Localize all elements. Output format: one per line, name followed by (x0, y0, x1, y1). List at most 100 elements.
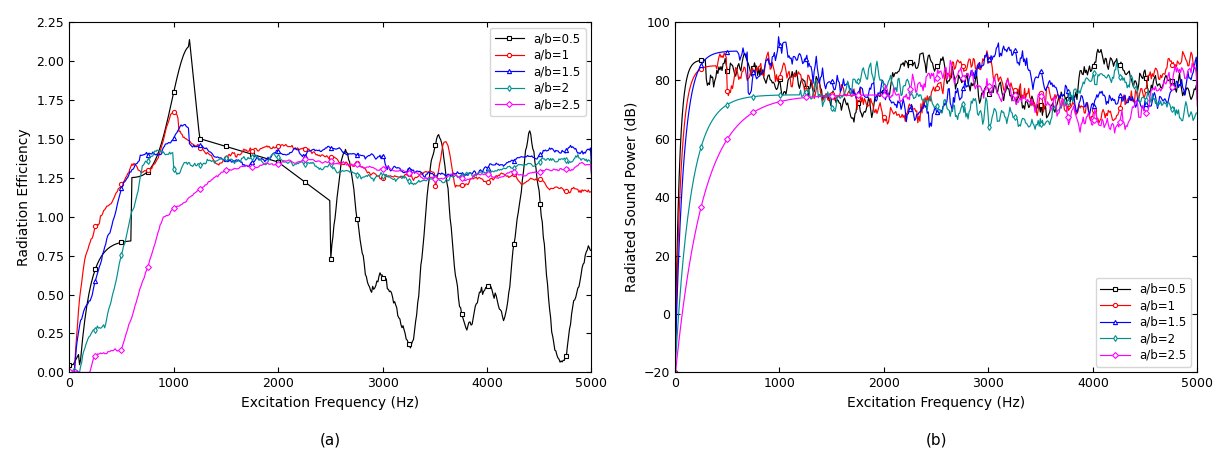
Line: a/b=1.5: a/b=1.5 (673, 34, 1199, 374)
a/b=1.5 (771, 34, 786, 40)
X-axis label: Excitation Frequency (Hz): Excitation Frequency (Hz) (847, 396, 1025, 410)
a/b=2 (62, 370, 76, 375)
a/b=0.5 (62, 362, 76, 367)
a/b=2.5 (73, 370, 87, 375)
a/b=1.5 (920, 110, 935, 116)
a/b=0.5 (979, 84, 994, 89)
a/b=1.5 (314, 149, 328, 154)
a/b=1.5 (573, 151, 588, 156)
a/b=1 (584, 189, 599, 195)
a/b=1.5 (1189, 82, 1204, 87)
a/b=2 (979, 95, 994, 100)
a/b=1 (979, 48, 994, 53)
a/b=2 (374, 170, 389, 175)
a/b=2 (915, 97, 930, 103)
a/b=1 (919, 100, 934, 106)
a/b=1 (668, 370, 683, 375)
a/b=0.5 (182, 37, 197, 42)
a/b=0.5 (346, 179, 360, 185)
Y-axis label: Radiation Efficiency: Radiation Efficiency (17, 128, 31, 266)
a/b=1.5 (346, 151, 360, 156)
a/b=1 (491, 173, 506, 178)
a/b=0.5 (1097, 61, 1112, 67)
a/b=2 (491, 166, 506, 172)
a/b=0.5 (314, 192, 328, 197)
a/b=2.5 (312, 158, 327, 164)
a/b=1.5 (979, 50, 994, 56)
a/b=2 (150, 147, 165, 153)
Text: (a): (a) (320, 432, 341, 447)
a/b=2.5 (1189, 103, 1204, 109)
Legend: a/b=0.5, a/b=1, a/b=1.5, a/b=2, a/b=2.5: a/b=0.5, a/b=1, a/b=1.5, a/b=2, a/b=2.5 (490, 27, 585, 116)
a/b=0.5 (1178, 87, 1193, 93)
Line: a/b=1.5: a/b=1.5 (66, 122, 594, 374)
a/b=2 (1109, 59, 1124, 64)
a/b=2.5 (299, 156, 314, 161)
a/b=2.5 (492, 174, 507, 180)
a/b=1.5 (1178, 84, 1193, 89)
a/b=2.5 (1178, 75, 1193, 81)
a/b=1.5 (374, 156, 389, 161)
a/b=1 (573, 188, 588, 193)
a/b=2.5 (315, 160, 330, 166)
a/b=2.5 (62, 368, 76, 374)
a/b=1 (1178, 57, 1193, 62)
Line: a/b=2.5: a/b=2.5 (66, 156, 594, 374)
a/b=0.5 (1189, 80, 1204, 85)
a/b=0.5 (573, 279, 588, 284)
Line: a/b=2: a/b=2 (66, 148, 594, 374)
a/b=2 (919, 98, 934, 103)
a/b=2 (346, 170, 360, 176)
a/b=1 (951, 57, 966, 63)
a/b=1 (166, 109, 181, 115)
a/b=2.5 (584, 171, 599, 177)
a/b=2.5 (943, 58, 958, 63)
a/b=1 (979, 54, 994, 60)
a/b=2.5 (1097, 125, 1112, 130)
a/b=0.5 (951, 80, 966, 86)
a/b=1 (374, 176, 389, 182)
Legend: a/b=0.5, a/b=1, a/b=1.5, a/b=2, a/b=2.5: a/b=0.5, a/b=1, a/b=1.5, a/b=2, a/b=2.5 (1096, 278, 1192, 366)
a/b=2.5 (347, 162, 362, 167)
a/b=1.5 (491, 161, 506, 167)
a/b=2 (584, 172, 599, 177)
a/b=0.5 (584, 248, 599, 253)
a/b=1.5 (916, 101, 931, 106)
a/b=2.5 (375, 166, 390, 171)
a/b=2.5 (573, 160, 588, 166)
a/b=2 (311, 165, 326, 171)
a/b=1.5 (178, 122, 193, 127)
a/b=1.5 (668, 370, 683, 375)
a/b=0.5 (1091, 46, 1106, 52)
Line: a/b=2: a/b=2 (673, 59, 1199, 374)
a/b=1 (915, 98, 930, 103)
Line: a/b=0.5: a/b=0.5 (673, 47, 1199, 383)
a/b=2 (668, 370, 683, 375)
Line: a/b=2.5: a/b=2.5 (673, 58, 1199, 380)
Line: a/b=0.5: a/b=0.5 (66, 38, 594, 367)
a/b=1 (346, 163, 360, 169)
a/b=2 (1096, 73, 1111, 78)
a/b=2 (951, 117, 966, 122)
Y-axis label: Radiated Sound Power (dB): Radiated Sound Power (dB) (624, 102, 638, 292)
a/b=2.5 (951, 68, 966, 73)
a/b=1.5 (311, 148, 326, 153)
a/b=0.5 (915, 50, 930, 56)
X-axis label: Excitation Frequency (Hz): Excitation Frequency (Hz) (241, 396, 419, 410)
a/b=2.5 (979, 76, 994, 81)
a/b=2 (1178, 99, 1193, 105)
a/b=1 (1097, 110, 1112, 115)
a/b=1.5 (1097, 92, 1112, 98)
a/b=1 (1189, 97, 1204, 103)
Line: a/b=1: a/b=1 (673, 49, 1199, 374)
a/b=1 (62, 370, 76, 375)
a/b=2.5 (668, 376, 683, 381)
a/b=0.5 (374, 272, 389, 278)
a/b=1.5 (584, 165, 599, 171)
a/b=2.5 (915, 88, 930, 93)
a/b=0.5 (919, 70, 934, 75)
a/b=1 (314, 153, 328, 158)
Line: a/b=1: a/b=1 (66, 110, 594, 374)
a/b=2 (573, 155, 588, 161)
a/b=1.5 (951, 93, 966, 98)
